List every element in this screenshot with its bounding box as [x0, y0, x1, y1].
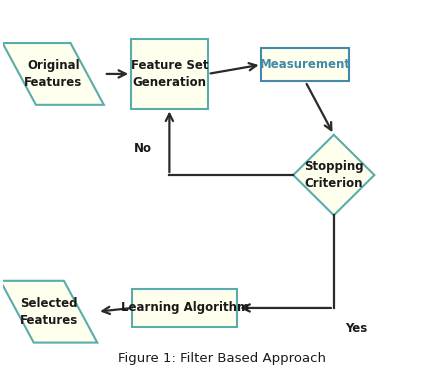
FancyBboxPatch shape [132, 289, 238, 327]
Text: Yes: Yes [345, 322, 367, 335]
Text: Learning Algorithm: Learning Algorithm [121, 301, 249, 315]
Text: Measurement: Measurement [260, 58, 351, 71]
FancyBboxPatch shape [131, 39, 208, 109]
Text: Feature Set
Generation: Feature Set Generation [131, 59, 208, 89]
Text: Selected
Features: Selected Features [20, 297, 78, 327]
Text: Stopping
Criterion: Stopping Criterion [304, 160, 364, 190]
Polygon shape [293, 135, 374, 215]
Text: Original
Features: Original Features [24, 59, 82, 89]
Polygon shape [0, 281, 97, 343]
Text: No: No [134, 142, 152, 155]
Polygon shape [3, 43, 104, 105]
Text: Figure 1: Filter Based Approach: Figure 1: Filter Based Approach [118, 352, 326, 365]
FancyBboxPatch shape [262, 48, 349, 81]
